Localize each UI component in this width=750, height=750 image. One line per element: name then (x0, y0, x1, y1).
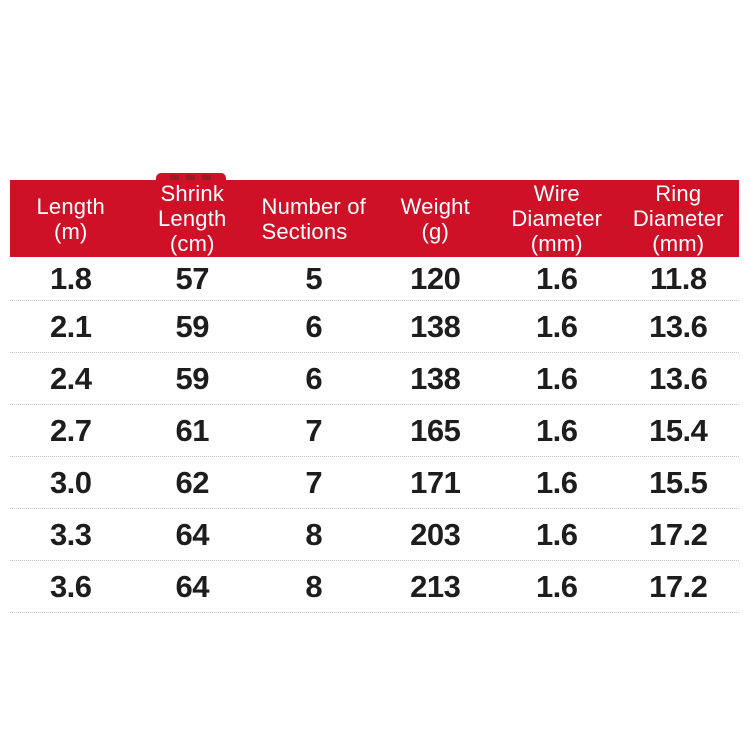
cell-sections: 8 (305, 516, 323, 552)
cell-weight: 165 (410, 412, 461, 448)
column-header-length: Length (m) (10, 194, 132, 244)
table-row: 3.3 64 8 203 1.6 17.2 (10, 509, 739, 561)
cell-ring-diameter: 11.8 (649, 260, 707, 296)
cell-length: 2.1 (49, 308, 92, 344)
column-header-shrink-length: Shrink Length (cm) (132, 181, 254, 256)
column-header-label: Length (158, 206, 227, 231)
cell-wire-diameter: 1.6 (535, 308, 578, 344)
column-header-unit: (g) (421, 218, 449, 244)
cell-length: 2.4 (49, 360, 92, 396)
cell-shrink-length: 59 (175, 308, 210, 344)
cell-length: 3.0 (49, 464, 92, 500)
column-header-weight: Weight (g) (375, 194, 497, 244)
table-row: 2.4 59 6 138 1.6 13.6 (10, 353, 739, 405)
cell-shrink-length: 62 (175, 464, 210, 500)
column-header-ring-diameter: Ring Diameter (mm) (618, 181, 740, 256)
cell-ring-diameter: 15.5 (649, 464, 708, 500)
column-header-unit: (m) (53, 218, 88, 244)
cell-shrink-length: 61 (175, 412, 210, 448)
column-header-label: Diameter (511, 206, 603, 231)
cell-length: 3.3 (49, 516, 92, 552)
cell-shrink-length: 64 (175, 568, 210, 604)
column-header-label: Shrink (160, 181, 225, 206)
table-row: 1.8 57 5 120 1.6 11.8 (10, 257, 739, 301)
cell-ring-diameter: 15.4 (649, 412, 708, 448)
cell-sections: 5 (305, 260, 323, 296)
cell-sections: 7 (305, 464, 323, 500)
cell-weight: 203 (410, 516, 461, 552)
cell-sections: 6 (305, 308, 323, 344)
artifact-mark (186, 175, 195, 180)
column-header-unit: (mm) (652, 231, 705, 256)
cell-wire-diameter: 1.6 (535, 464, 578, 500)
column-header-label: Number of (261, 193, 366, 219)
table-row: 2.7 61 7 165 1.6 15.4 (10, 405, 739, 457)
cell-ring-diameter: 13.6 (649, 308, 708, 344)
column-header-label: Wire (533, 181, 580, 206)
column-header-sections: Number of Sections (253, 194, 375, 244)
cell-ring-diameter: 13.6 (649, 360, 708, 396)
cell-length: 1.8 (49, 260, 92, 296)
cell-weight: 138 (410, 360, 461, 396)
column-header-unit: (mm) (530, 231, 583, 256)
cell-weight: 213 (410, 568, 461, 604)
cell-wire-diameter: 1.6 (535, 412, 578, 448)
column-header-unit: (cm) (169, 231, 215, 256)
table-row: 2.1 59 6 138 1.6 13.6 (10, 301, 739, 353)
column-header-label-block: Number of Sections (261, 194, 366, 244)
cell-shrink-length: 57 (175, 260, 210, 296)
artifact-mark (202, 175, 211, 180)
cell-shrink-length: 59 (175, 360, 210, 396)
column-header-label: Weight (400, 193, 470, 219)
table-header-row: Length (m) Shrink Length (cm) Number of … (10, 180, 739, 257)
cell-ring-diameter: 17.2 (649, 516, 708, 552)
spec-table: Length (m) Shrink Length (cm) Number of … (10, 180, 739, 613)
cell-sections: 7 (305, 412, 323, 448)
column-header-label: Ring (655, 181, 702, 206)
column-header-wire-diameter: Wire Diameter (mm) (496, 181, 618, 256)
cell-wire-diameter: 1.6 (535, 260, 578, 296)
cell-length: 2.7 (49, 412, 92, 448)
table-row: 3.0 62 7 171 1.6 15.5 (10, 457, 739, 509)
cell-wire-diameter: 1.6 (535, 516, 578, 552)
column-header-label: Diameter (632, 206, 724, 231)
cell-wire-diameter: 1.6 (535, 568, 578, 604)
cell-weight: 171 (410, 464, 461, 500)
cell-weight: 120 (410, 260, 461, 296)
column-header-label: Length (36, 193, 105, 219)
table-row: 3.6 64 8 213 1.6 17.2 (10, 561, 739, 613)
column-header-label: Sections (261, 218, 348, 244)
cell-weight: 138 (410, 308, 461, 344)
cell-ring-diameter: 17.2 (649, 568, 708, 604)
cell-sections: 6 (305, 360, 323, 396)
cell-wire-diameter: 1.6 (535, 360, 578, 396)
cell-length: 3.6 (49, 568, 92, 604)
cell-shrink-length: 64 (175, 516, 210, 552)
artifact-mark (170, 175, 179, 180)
cell-sections: 8 (305, 568, 323, 604)
